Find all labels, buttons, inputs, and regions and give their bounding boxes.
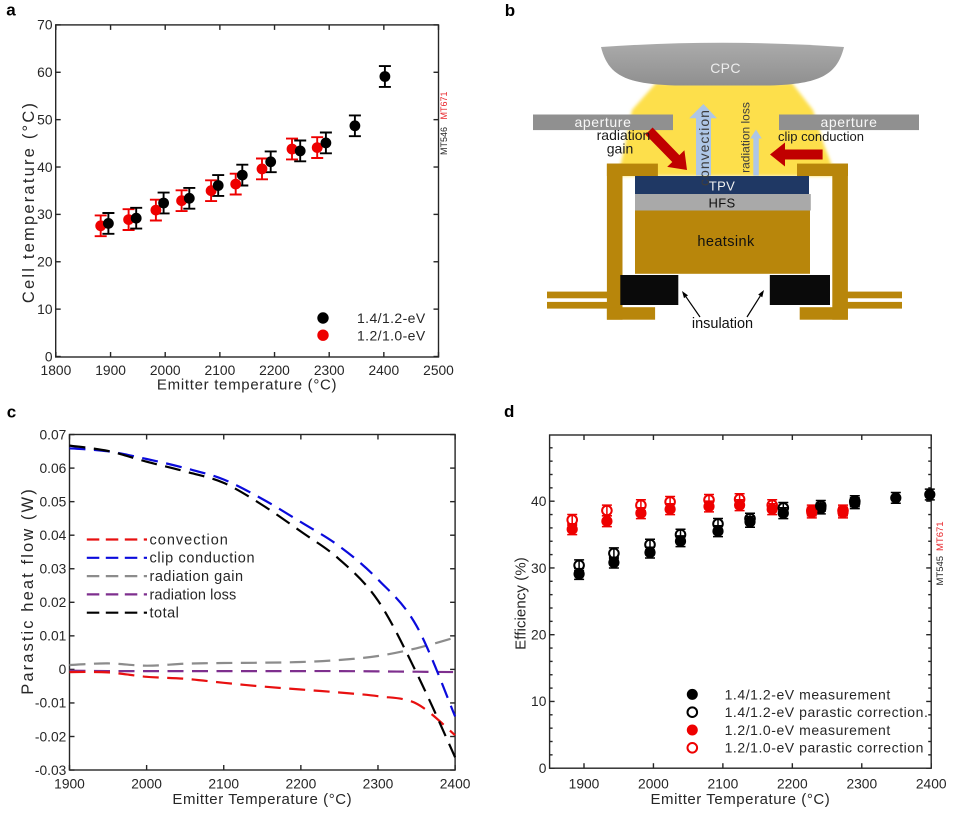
svg-text:40: 40 (37, 160, 53, 175)
svg-text:0.07: 0.07 (39, 427, 66, 442)
svg-text:-0.03: -0.03 (35, 763, 67, 778)
svg-text:heatsink: heatsink (697, 234, 755, 250)
svg-text:0.03: 0.03 (39, 562, 66, 577)
svg-text:radiation: radiation (597, 127, 651, 143)
svg-text:Emitter Temperature (°C): Emitter Temperature (°C) (172, 791, 352, 808)
svg-text:0: 0 (45, 349, 53, 364)
svg-text:aperture: aperture (821, 114, 878, 130)
svg-text:CPC: CPC (710, 60, 740, 76)
svg-text:1.4/1.2-eV: 1.4/1.2-eV (357, 310, 426, 326)
svg-text:1800: 1800 (41, 363, 72, 378)
svg-text:convection: convection (150, 532, 229, 548)
svg-text:TPV: TPV (709, 179, 735, 194)
svg-text:20: 20 (531, 628, 547, 643)
svg-text:radiation loss: radiation loss (150, 587, 237, 603)
svg-text:MT546: MT546 (439, 127, 449, 155)
svg-text:Emitter temperature (°C): Emitter temperature (°C) (157, 377, 337, 394)
svg-text:10: 10 (531, 694, 547, 709)
svg-text:2100: 2100 (208, 777, 239, 792)
svg-text:2400: 2400 (440, 777, 471, 792)
svg-text:1900: 1900 (95, 363, 126, 378)
svg-text:insulation: insulation (692, 316, 753, 332)
svg-text:2500: 2500 (423, 363, 454, 378)
svg-text:1.4/1.2-eV measurement: 1.4/1.2-eV measurement (725, 686, 891, 702)
svg-text:2200: 2200 (259, 363, 290, 378)
svg-text:radiation gain: radiation gain (150, 569, 244, 585)
svg-text:d: d (504, 402, 514, 421)
svg-text:50: 50 (37, 113, 53, 128)
svg-text:Efficiency (%): Efficiency (%) (513, 557, 530, 650)
svg-text:2300: 2300 (846, 777, 877, 792)
svg-text:radiation loss: radiation loss (739, 102, 753, 173)
svg-text:-0.01: -0.01 (35, 696, 66, 711)
svg-text:2000: 2000 (638, 777, 669, 792)
svg-text:2100: 2100 (708, 777, 739, 792)
svg-text:2200: 2200 (286, 777, 317, 792)
svg-text:2300: 2300 (314, 363, 345, 378)
svg-text:30: 30 (531, 561, 547, 576)
svg-text:convection: convection (696, 109, 712, 186)
svg-text:40: 40 (531, 494, 547, 509)
svg-text:MT671: MT671 (439, 91, 449, 119)
svg-text:1900: 1900 (569, 777, 600, 792)
svg-text:70: 70 (37, 18, 53, 33)
svg-text:60: 60 (37, 65, 53, 80)
svg-text:10: 10 (37, 302, 53, 317)
svg-text:Emitter Temperature (°C): Emitter Temperature (°C) (651, 791, 831, 808)
svg-text:2100: 2100 (205, 363, 236, 378)
svg-text:a: a (6, 1, 16, 20)
svg-text:1.2/1.0-eV: 1.2/1.0-eV (357, 327, 426, 343)
svg-text:Parastic heat flow (W): Parastic heat flow (W) (19, 487, 37, 695)
svg-text:0: 0 (59, 662, 67, 677)
svg-text:0.06: 0.06 (39, 461, 66, 476)
svg-text:-0.02: -0.02 (35, 729, 66, 744)
svg-text:2300: 2300 (363, 777, 394, 792)
svg-text:2400: 2400 (916, 777, 947, 792)
svg-text:MT545: MT545 (935, 556, 946, 586)
svg-text:2400: 2400 (368, 363, 399, 378)
svg-text:HFS: HFS (709, 196, 736, 211)
svg-text:1.4/1.2-eV parastic correction: 1.4/1.2-eV parastic correction. (725, 704, 929, 720)
svg-text:2000: 2000 (150, 363, 181, 378)
svg-text:2200: 2200 (777, 777, 808, 792)
svg-text:30: 30 (37, 207, 53, 222)
svg-text:0.05: 0.05 (39, 494, 66, 509)
svg-text:MT671: MT671 (935, 521, 946, 551)
svg-text:gain: gain (607, 141, 633, 157)
svg-text:2000: 2000 (131, 777, 162, 792)
svg-text:clip conduction: clip conduction (778, 129, 864, 144)
svg-text:0: 0 (539, 761, 547, 776)
svg-text:1900: 1900 (54, 777, 85, 792)
svg-text:clip conduction: clip conduction (150, 551, 256, 567)
svg-text:1.2/1.0-eV parastic correction: 1.2/1.0-eV parastic correction (725, 740, 924, 756)
svg-text:Cell temperature (°C): Cell temperature (°C) (20, 101, 38, 303)
svg-text:c: c (7, 402, 16, 421)
svg-text:b: b (505, 1, 515, 20)
svg-text:total: total (150, 606, 180, 622)
svg-text:aperture: aperture (575, 114, 632, 130)
svg-text:20: 20 (37, 255, 53, 270)
svg-text:0.01: 0.01 (39, 629, 66, 644)
svg-text:0.02: 0.02 (39, 595, 66, 610)
svg-text:1.2/1.0-eV measurement: 1.2/1.0-eV measurement (725, 722, 891, 738)
svg-text:0.04: 0.04 (39, 528, 66, 543)
